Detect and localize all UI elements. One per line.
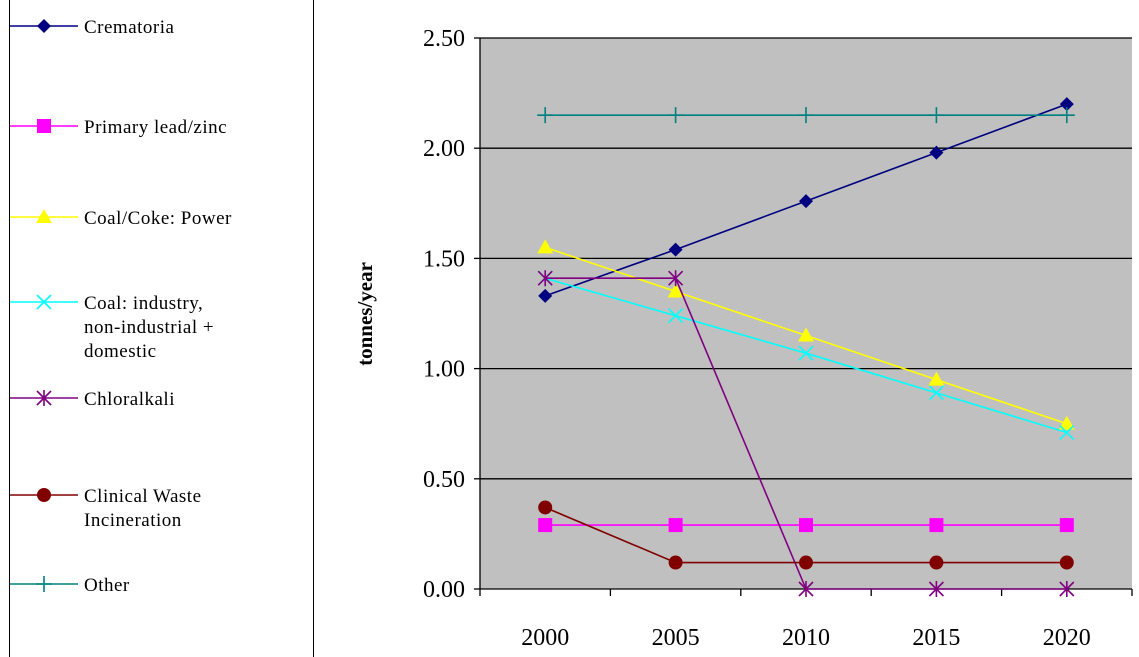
y-tick-label: 0.00 (423, 577, 465, 603)
data-point (668, 242, 683, 257)
legend-label: Chloralkali (84, 389, 175, 410)
legend-label: Other (84, 575, 130, 596)
data-point (538, 288, 553, 303)
legend-marker (36, 390, 52, 406)
data-point (798, 327, 814, 342)
data-point (799, 194, 813, 209)
y-tick-label: 2.50 (423, 26, 465, 52)
legend-label: Primary lead/zinc (84, 117, 227, 138)
legend-marker (37, 19, 51, 33)
data-point (1059, 424, 1075, 441)
data-point (799, 518, 813, 533)
y-tick-label: 0.50 (423, 467, 465, 493)
data-point (668, 270, 684, 287)
legend-box (9, 0, 314, 657)
legend-label: non-industrial + (84, 317, 214, 338)
legend-item: Other (10, 575, 130, 596)
legend-label: Incineration (84, 510, 182, 531)
data-point (928, 581, 944, 597)
data-point (1059, 581, 1075, 597)
legend-marker (37, 119, 51, 133)
y-axis-title: tonnes/year (353, 262, 377, 366)
legend-marker (36, 294, 52, 310)
series-6 (537, 107, 1075, 124)
x-axis-ticks: 2000 2005 2010 2015 2020 (479, 589, 1133, 651)
data-point (668, 555, 683, 570)
data-point (1059, 518, 1074, 533)
legend-label: Coal: industry, (84, 293, 203, 314)
data-point (929, 555, 944, 570)
data-point (1059, 555, 1074, 570)
data-point (798, 345, 814, 361)
legend-item: Coal: industry, non-industrial + domestic (10, 293, 214, 362)
y-tick-label: 1.50 (423, 246, 465, 272)
y-tick-label: 2.00 (423, 136, 465, 162)
data-point (1058, 107, 1075, 124)
legend-marker (36, 209, 52, 223)
data-point (668, 518, 683, 533)
plot-background (480, 38, 1132, 589)
data-point (929, 518, 944, 533)
data-point (667, 283, 684, 298)
data-point (667, 107, 684, 124)
plot-area (479, 37, 1132, 590)
legend-item: Crematoria (10, 17, 175, 38)
series-2 (537, 239, 1075, 430)
legend-item: Clinical Waste Incineration (10, 486, 202, 531)
y-tick-label: 1.00 (423, 357, 465, 383)
data-point (798, 581, 814, 597)
x-tick-label: 2015 (912, 625, 960, 651)
series-layer (537, 97, 1075, 597)
legend: Crematoria Primary lead/zinc Coal/Coke: Po… (10, 17, 232, 596)
legend-item: Coal/Coke: Power (10, 208, 232, 229)
data-point (799, 555, 813, 570)
data-point (929, 145, 944, 160)
x-tick-label: 2020 (1043, 625, 1091, 651)
x-tick-label: 2005 (652, 625, 700, 651)
y-axis-ticks: 0.00 0.50 1.00 1.50 2.00 2.50 (423, 26, 480, 603)
series-4 (537, 270, 1075, 597)
legend-item: Chloralkali (10, 389, 175, 410)
data-point (537, 239, 554, 254)
legend-marker (36, 576, 52, 592)
legend-label: Clinical Waste (84, 486, 202, 507)
data-point (928, 371, 945, 386)
data-point (668, 308, 684, 324)
data-point (1058, 415, 1075, 430)
legend-label: Crematoria (84, 17, 175, 38)
series-1 (538, 518, 1074, 533)
legend-label: Coal/Coke: Power (84, 208, 232, 229)
data-point (928, 385, 944, 401)
legend-label: domestic (84, 341, 157, 362)
data-point (538, 500, 553, 515)
data-point (798, 107, 814, 124)
series-5 (538, 500, 1074, 570)
data-point (1059, 97, 1074, 112)
data-point (537, 107, 554, 124)
legend-marker (37, 488, 51, 502)
x-tick-label: 2010 (782, 625, 830, 651)
data-point (538, 518, 553, 533)
series-0 (538, 97, 1074, 303)
data-point (928, 107, 945, 124)
legend-item: Primary lead/zinc (10, 117, 227, 138)
x-tick-label: 2000 (521, 625, 569, 651)
data-point (537, 270, 553, 287)
